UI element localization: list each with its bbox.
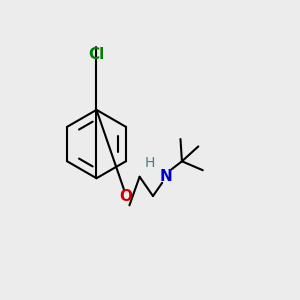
Text: H: H: [145, 156, 155, 170]
Text: O: O: [120, 189, 133, 204]
Text: N: N: [160, 169, 173, 184]
Text: Cl: Cl: [88, 47, 105, 62]
